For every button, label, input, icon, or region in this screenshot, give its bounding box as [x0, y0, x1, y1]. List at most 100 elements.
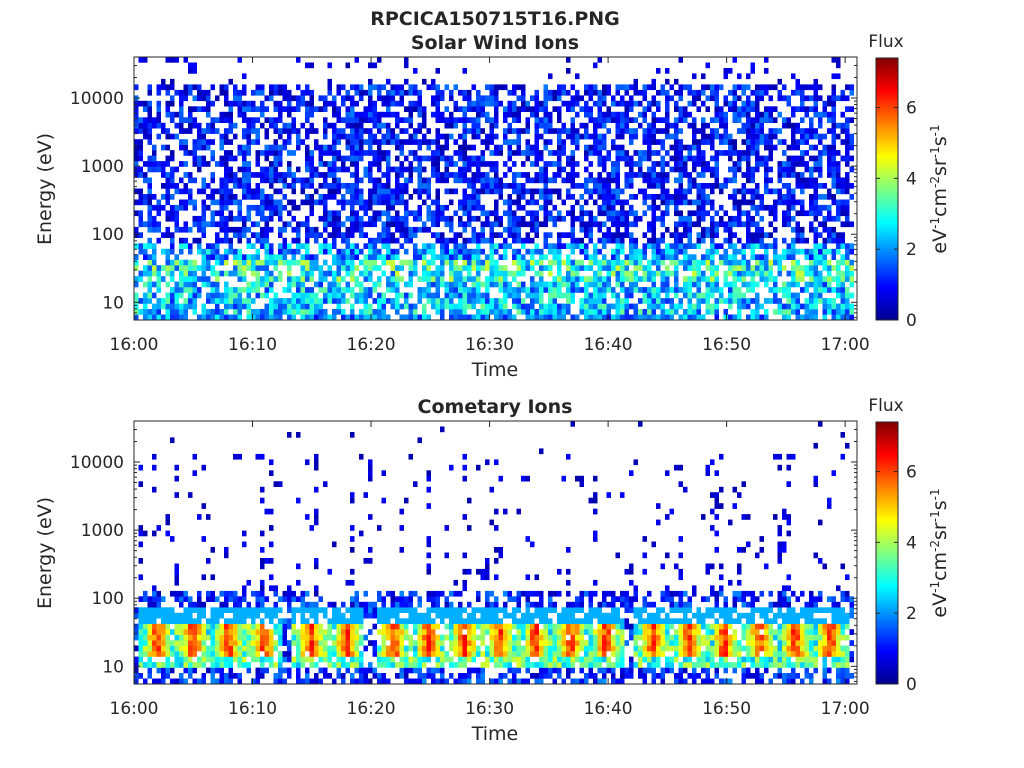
heatmap-cell	[318, 309, 323, 315]
heatmap-cell	[818, 298, 823, 304]
heatmap-cell	[494, 199, 499, 206]
heatmap-cell	[444, 287, 449, 293]
heatmap-cell	[629, 243, 634, 249]
heatmap-cell	[602, 232, 607, 238]
heatmap-cell	[354, 117, 359, 123]
heatmap-cell	[440, 150, 445, 156]
heatmap-cell	[444, 221, 449, 228]
heatmap-cell	[602, 221, 607, 228]
heatmap-cell	[696, 309, 701, 315]
heatmap-cell	[210, 155, 215, 162]
heatmap-cell	[795, 155, 800, 162]
heatmap-cell	[791, 265, 796, 271]
heatmap-cell	[777, 95, 782, 102]
heatmap-cell	[692, 89, 697, 96]
heatmap-cell	[143, 57, 148, 63]
heatmap-cell	[188, 607, 193, 613]
heatmap-cell	[332, 314, 337, 321]
heatmap-cell	[642, 254, 647, 260]
heatmap-cell	[543, 194, 548, 200]
heatmap-cell	[669, 287, 674, 293]
heatmap-cell	[377, 166, 382, 173]
heatmap-cell	[327, 292, 332, 299]
heatmap-cell	[813, 204, 818, 211]
heatmap-cell	[521, 161, 526, 167]
heatmap-cell	[719, 204, 724, 211]
heatmap-cell	[566, 303, 571, 310]
heatmap-cell	[251, 287, 256, 293]
heatmap-cell	[624, 100, 629, 107]
heatmap-cell	[242, 150, 247, 156]
heatmap-cell	[147, 292, 152, 299]
heatmap-cell	[368, 111, 373, 118]
heatmap-cell	[318, 150, 323, 156]
heatmap-cell	[791, 281, 796, 288]
heatmap-cell	[647, 139, 652, 145]
heatmap-cell	[728, 221, 733, 228]
heatmap-cell	[543, 89, 548, 96]
heatmap-cell	[485, 84, 490, 91]
heatmap-cell	[386, 259, 391, 266]
heatmap-cell	[183, 139, 188, 145]
heatmap-cell	[570, 84, 575, 91]
heatmap-cell	[174, 662, 179, 668]
heatmap-cell	[768, 210, 773, 217]
heatmap-cell	[152, 607, 157, 613]
heatmap-cell	[530, 177, 535, 184]
heatmap-cell	[800, 95, 805, 102]
heatmap-cell	[386, 221, 391, 228]
heatmap-cell	[404, 281, 409, 288]
heatmap-cell	[705, 106, 710, 112]
heatmap-cell	[701, 183, 706, 189]
heatmap-cell	[498, 309, 503, 315]
heatmap-cell	[273, 210, 278, 217]
heatmap-cell	[534, 215, 539, 222]
heatmap-cell	[336, 270, 341, 277]
heatmap-cell	[827, 172, 832, 178]
heatmap-cell	[836, 243, 841, 249]
heatmap-cell	[750, 298, 755, 304]
heatmap-cell	[647, 314, 652, 321]
heatmap-cell	[827, 259, 832, 266]
heatmap-cell	[426, 265, 431, 271]
heatmap-cell	[683, 254, 688, 260]
heatmap-cell	[629, 117, 634, 123]
heatmap-cell	[444, 144, 449, 151]
heatmap-cell	[525, 144, 530, 151]
heatmap-cell	[714, 183, 719, 189]
heatmap-cell	[831, 133, 836, 140]
heatmap-cell	[498, 177, 503, 184]
heatmap-cell	[732, 139, 737, 145]
heatmap-cell	[728, 100, 733, 107]
heatmap-cell	[359, 314, 364, 321]
heatmap-cell	[818, 133, 823, 140]
heatmap-cell	[827, 188, 832, 195]
heatmap-cell	[566, 155, 571, 162]
heatmap-cell	[606, 210, 611, 217]
heatmap-cell	[773, 84, 778, 91]
heatmap-cell	[723, 117, 728, 123]
heatmap-cell	[440, 303, 445, 310]
heatmap-cell	[260, 237, 265, 244]
heatmap-cell	[822, 194, 827, 200]
heatmap-cell	[152, 651, 157, 657]
heatmap-cell	[692, 314, 697, 321]
heatmap-cell	[471, 259, 476, 266]
heatmap-cell	[845, 309, 850, 315]
heatmap-cell	[363, 243, 368, 249]
heatmap-cell	[597, 150, 602, 156]
heatmap-cell	[588, 177, 593, 184]
heatmap-cell	[516, 144, 521, 151]
heatmap-cell	[813, 226, 818, 233]
heatmap-cell	[201, 248, 206, 255]
heatmap-cell	[170, 298, 175, 304]
heatmap-cell	[147, 243, 152, 249]
heatmap-cell	[723, 254, 728, 260]
heatmap-cell	[278, 155, 283, 162]
heatmap-cell	[233, 248, 238, 255]
heatmap-cell	[449, 281, 454, 288]
heatmap-cell	[435, 232, 440, 238]
heatmap-cell	[242, 259, 247, 266]
heatmap-cell	[309, 276, 314, 282]
heatmap-cell	[728, 106, 733, 112]
